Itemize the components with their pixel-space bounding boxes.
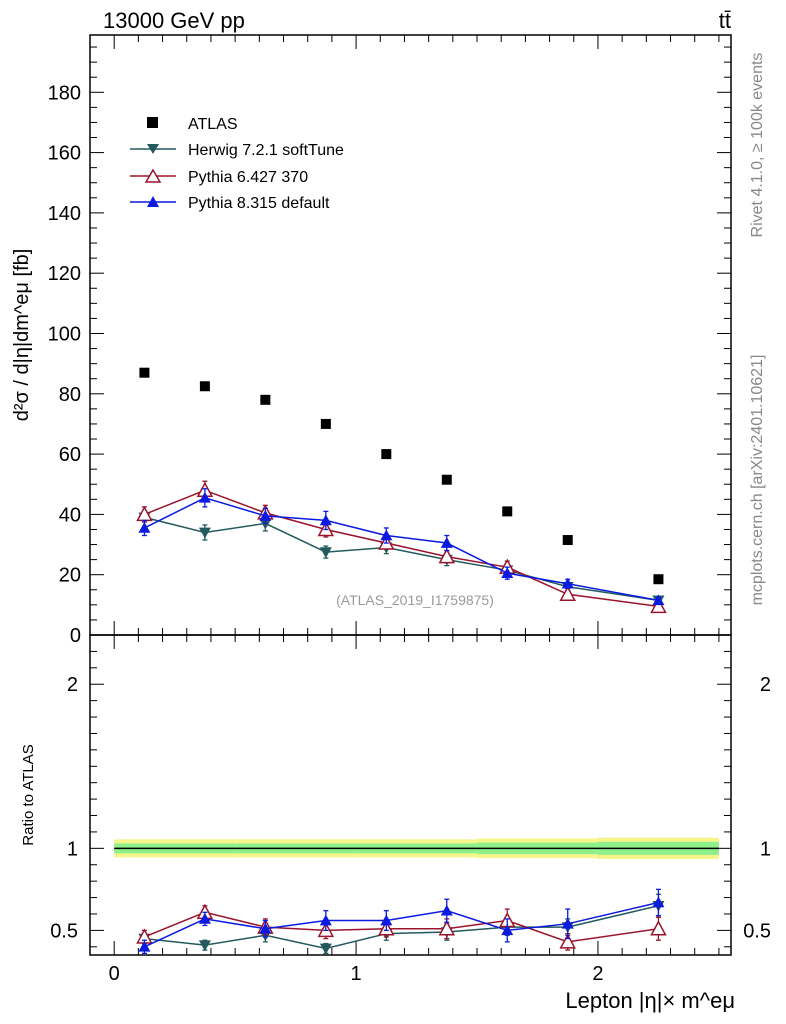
rivet-label: Rivet 4.1.0, ≥ 100k events [749,53,766,238]
main-point-pythia8 [380,529,393,541]
main-point-atlas [562,535,573,546]
ratio-y-tick-label: 0.5 [50,920,78,942]
ratio-line-pythia6 [144,911,659,943]
process-label: tt̄ [719,8,731,33]
ratio-uncertainty-band [114,837,719,859]
main-y-axis: 0 20 40 60 80 100 120 140 160 180 [48,46,731,647]
source-label: mcplots.cern.ch [arXiv:2401.10621] [749,355,766,606]
ratio-point-pythia8 [440,904,453,916]
ratio-point-pythia6 [438,920,456,936]
main-series-area [136,367,667,614]
legend-atlas-label: ATLAS [188,116,238,133]
main-point-pythia6 [438,548,456,564]
main-point-atlas [653,574,664,585]
x-tick-label: 2 [592,963,603,985]
energy-label: 13000 GeV pp [103,8,245,33]
main-series-pythia8 [138,488,665,606]
main-y-tick-label: 80 [59,384,81,406]
main-point-pythia8 [440,537,453,548]
main-point-pythia6 [650,597,667,614]
ratio-y-axis-label: Ratio to ATLAS [20,744,37,845]
main-y-axis-label: d²σ / d|η|dm^eμ [fb] [11,249,33,422]
main-y-tick-label: 60 [59,444,81,466]
main-point-atlas [502,506,513,517]
main-y-tick-label: 100 [48,323,81,345]
ratio-point-pythia8 [259,922,272,934]
main-point-pythia8 [501,567,514,578]
ratio-point-pythia8 [138,940,151,952]
ratio-point-herwig [319,943,332,955]
x-axis-label: Lepton |η|× m^eμ [565,988,735,1013]
main-point-pythia8 [561,577,574,589]
ratio-point-herwig [198,940,211,952]
main-point-herwig [319,547,332,559]
main-line-pythia8 [144,497,659,602]
main-line-herwig [144,516,659,602]
legend-atlas-marker [147,117,158,128]
legend-herwig-label: Herwig 7.2.1 softTune [188,142,344,159]
x-tick-label: 0 [109,963,120,985]
ratio-point-pythia6 [650,920,667,936]
analysis-label: (ATLAS_2019_I1759875) [336,592,494,608]
legend-pythia6-marker [144,168,162,183]
ratio-frame [89,634,732,956]
main-point-pythia8 [259,509,272,521]
main-y-tick-label: 160 [48,143,81,165]
main-point-atlas [381,449,392,460]
main-point-atlas [320,418,331,429]
ratio-point-pythia8 [501,924,514,936]
legend-pythia8-marker [147,196,159,207]
main-frame [89,34,732,636]
ratio-y-tick-label: 1 [67,838,78,860]
main-point-pythia6 [559,585,576,602]
ratio-series-pythia8 [138,888,665,955]
ratio-series-herwig [138,893,665,955]
x-tick-label: 1 [351,963,362,985]
main-point-atlas [441,474,452,485]
main-point-herwig [198,527,211,539]
ratio-y-tick-label-right: 1 [760,838,771,860]
legend: ATLAS Herwig 7.2.1 softTune Pythia 6.427… [130,116,344,212]
ratio-y-tick-label-right: 2 [760,674,771,696]
main-y-tick-label: 120 [48,263,81,285]
main-point-pythia8 [138,521,151,533]
ratio-point-pythia8 [198,912,211,924]
main-y-tick-label: 0 [70,625,81,647]
legend-pythia6-label: Pythia 6.427 370 [188,169,308,186]
main-y-tick-label: 40 [59,504,81,526]
ratio-y-tick-label: 2 [67,674,78,696]
x-axis: 0 1 2 [109,35,720,985]
main-point-atlas [139,367,150,378]
main-y-tick-label: 20 [59,565,81,587]
main-y-tick-label: 180 [48,82,81,104]
main-point-atlas [260,394,271,405]
ratio-series-area [136,888,667,955]
ratio-panel: 0.5 0.5 1 1 2 2 0 1 2 Ratio to ATLAS Lepton |η|… [20,35,771,1013]
main-point-atlas [199,381,210,392]
ratio-point-pythia8 [652,896,665,908]
legend-herwig-marker [147,144,159,154]
main-point-pythia8 [198,491,211,503]
ratio-point-pythia8 [380,914,393,926]
ratio-point-pythia8 [561,917,574,929]
ratio-line-herwig [144,905,659,950]
main-point-pythia8 [319,514,332,526]
main-panel: 0 20 40 60 80 100 120 140 160 180 d²σ / d|η|dm^eμ… [11,34,732,647]
main-series-atlas [139,367,664,585]
main-point-pythia8 [652,594,665,606]
legend-pythia8-label: Pythia 8.315 default [188,195,330,212]
ratio-y-tick-label-right: 0.5 [743,920,771,942]
ratio-point-pythia6 [559,933,576,949]
ratio-y-axis: 0.5 0.5 1 1 2 2 [50,650,771,948]
ratio-point-pythia8 [319,914,332,926]
main-y-tick-label: 140 [48,203,81,225]
